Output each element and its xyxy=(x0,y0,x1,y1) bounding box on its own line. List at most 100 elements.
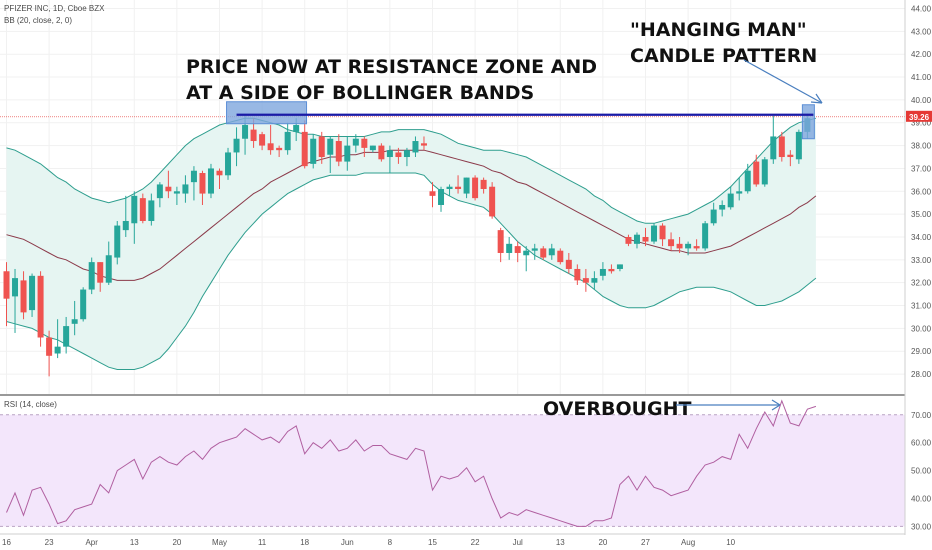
price-tick-label: 43.00 xyxy=(911,27,932,36)
time-tick-label: 16 xyxy=(2,538,11,547)
price-tick-label: 40.00 xyxy=(911,96,932,105)
candle-body xyxy=(105,255,112,283)
candle-body xyxy=(463,177,470,194)
candle-body xyxy=(114,225,121,258)
rsi-panel[interactable]: RSI (14, close) OVERBOUGHT xyxy=(0,398,905,527)
time-tick-label: 13 xyxy=(556,538,565,547)
price-tick-label: 31.00 xyxy=(911,302,932,311)
time-tick-label: Apr xyxy=(85,538,98,547)
candle-body xyxy=(727,193,734,208)
pattern-arrow xyxy=(743,59,823,104)
candle-body xyxy=(395,152,402,158)
candle-body xyxy=(71,319,78,324)
candle-body xyxy=(3,271,10,299)
candle-body xyxy=(190,170,197,183)
candle-body xyxy=(131,195,138,224)
time-tick-label: 27 xyxy=(641,538,650,547)
price-tick-label: 44.00 xyxy=(911,5,932,14)
time-tick-label: Jul xyxy=(513,538,523,547)
candle-body xyxy=(548,248,555,256)
candle-body xyxy=(761,159,768,185)
candle-body xyxy=(668,239,675,247)
candle-body xyxy=(420,143,427,146)
candle-body xyxy=(29,275,36,311)
candle-body xyxy=(497,230,504,253)
candle-body xyxy=(557,250,564,263)
price-tick-label: 30.00 xyxy=(911,324,932,333)
candle-body xyxy=(446,186,453,190)
price-tick-label: 38.00 xyxy=(911,142,932,151)
resistance-note-line1: PRICE NOW AT RESISTANCE ZONE AND xyxy=(186,56,597,78)
candle-body xyxy=(139,198,146,221)
candle-body xyxy=(702,223,709,249)
time-tick-label: 20 xyxy=(598,538,607,547)
time-ticks: 16 23 Apr 13 20 May 11 18 Jun 8 15 22 Jul 13 20 27 Aug 10 xyxy=(2,538,736,547)
candle-body xyxy=(480,179,487,190)
candle-body xyxy=(37,275,44,338)
candle-body xyxy=(12,278,19,297)
price-tick-label: 28.00 xyxy=(911,370,932,379)
resistance-zone-right xyxy=(801,104,815,140)
candle-body xyxy=(378,145,385,160)
candle-body xyxy=(685,243,692,249)
price-ticks: 28.00 29.00 30.00 31.00 32.00 33.00 34.00 35.00… xyxy=(911,5,932,380)
pattern-note-line2: CANDLE PATTERN xyxy=(630,45,817,67)
candle-body xyxy=(250,129,257,142)
candle-body xyxy=(472,177,479,199)
rsi-tick-label: 70.00 xyxy=(911,411,932,420)
candle-body xyxy=(574,268,581,281)
price-tick-label: 34.00 xyxy=(911,233,932,242)
candle-body xyxy=(318,136,325,158)
time-tick-label: 13 xyxy=(130,538,139,547)
resistance-note-line2: AT A SIDE OF BOLLINGER BANDS xyxy=(186,82,534,104)
candle-body xyxy=(344,145,351,162)
rsi-band-fill xyxy=(0,414,905,527)
price-tick-label: 33.00 xyxy=(911,256,932,265)
candle-body xyxy=(591,278,598,283)
candles xyxy=(3,113,811,377)
time-axis[interactable]: 16 23 Apr 13 20 May 11 18 Jun 8 15 22 Jul 13 20 27 Aug 10 xyxy=(0,533,905,547)
candle-body xyxy=(242,125,249,139)
price-tick-label: 42.00 xyxy=(911,50,932,59)
candle-body xyxy=(276,147,283,151)
price-panel[interactable]: PRICE NOW AT RESISTANCE ZONE AND AT A SI… xyxy=(0,0,905,394)
price-tick-label: 29.00 xyxy=(911,347,932,356)
candle-body xyxy=(770,136,777,160)
candle-body xyxy=(625,236,632,244)
time-tick-label: 15 xyxy=(428,538,437,547)
candle-body xyxy=(736,191,743,194)
rsi-arrow xyxy=(676,399,781,411)
candle-body xyxy=(659,225,666,240)
time-tick-label: Jun xyxy=(341,538,354,547)
candle-body xyxy=(80,289,87,320)
rsi-line xyxy=(6,399,817,527)
bollinger-basis-line xyxy=(6,149,817,281)
candle-body xyxy=(633,234,640,244)
price-tick-label: 41.00 xyxy=(911,73,932,82)
legend-rsi: RSI (14, close) xyxy=(4,400,57,409)
candle-body xyxy=(88,262,95,290)
candle-body xyxy=(386,150,393,158)
rsi-tick-label: 60.00 xyxy=(911,439,932,448)
candle-body xyxy=(455,186,462,190)
candle-body xyxy=(795,131,802,160)
candle-body xyxy=(514,246,521,253)
candle-body xyxy=(54,346,61,354)
time-tick-label: 11 xyxy=(258,538,267,547)
candle-body xyxy=(46,337,53,356)
candle-body xyxy=(259,134,266,146)
time-tick-label: 20 xyxy=(172,538,181,547)
candle-body xyxy=(301,131,308,167)
candle-body xyxy=(642,236,649,242)
candle-body xyxy=(310,138,317,164)
candle-body xyxy=(676,243,683,249)
price-axis[interactable]: 28.00 29.00 30.00 31.00 32.00 33.00 34.00 35.00… xyxy=(904,0,932,535)
resistance-zone-left xyxy=(226,101,308,125)
candle-body xyxy=(778,136,785,158)
last-price-tag: 39.26 xyxy=(906,110,932,122)
candle-body xyxy=(97,262,104,283)
candle-body xyxy=(233,138,240,153)
candle-body xyxy=(787,154,794,158)
time-tick-label: 23 xyxy=(45,538,54,547)
